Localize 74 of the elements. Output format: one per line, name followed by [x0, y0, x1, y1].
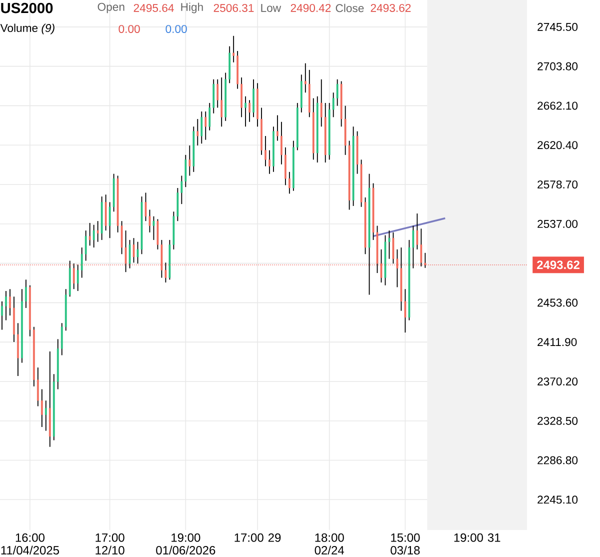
- candlestick: [304, 62, 306, 94]
- y-tick-label: 2578.70: [538, 180, 578, 189]
- candlestick: [1, 300, 3, 330]
- candlestick: [232, 35, 234, 63]
- ref-line-label: 2493.62: [537, 260, 580, 270]
- candlestick: [208, 102, 211, 131]
- y-tick-label: 2370.20: [538, 377, 578, 386]
- y-tick-label: 2620.40: [538, 141, 578, 150]
- annotation: High: [181, 2, 203, 14]
- candlestick: [244, 96, 246, 128]
- x-tick-label: 18:00 02/24: [314, 533, 344, 555]
- candlestick: [280, 121, 282, 165]
- candlestick: [5, 290, 7, 321]
- x-tick-label: 17:00 29: [234, 533, 281, 542]
- x-tick-label: 17:00 12/10: [96, 533, 124, 555]
- candlestick: [72, 263, 75, 290]
- annotation: Close: [336, 4, 364, 12]
- annotation: 0.00: [166, 24, 187, 33]
- candlestick: [336, 78, 338, 106]
- annotation: 2495.64: [134, 4, 174, 12]
- candlestick: [264, 136, 266, 167]
- annotation: 2490.42: [290, 4, 331, 12]
- candlestick: [9, 288, 11, 316]
- annotation: 2493.62: [370, 4, 411, 12]
- candlestick: [92, 224, 95, 248]
- x-tick-label: 19:00 31: [454, 533, 500, 542]
- candlestick: [392, 232, 394, 264]
- candlestick: [268, 150, 270, 174]
- candlestick: [320, 78, 322, 128]
- candlestick: [104, 194, 107, 231]
- candlestick: [144, 192, 147, 222]
- candlestick: [188, 145, 191, 176]
- y-tick-label: 2703.80: [538, 62, 578, 70]
- y-tick-label: 2286.80: [538, 456, 578, 464]
- candlestick: [420, 228, 422, 267]
- y-tick-label: 2537.00: [538, 220, 578, 228]
- candlestick: [40, 388, 43, 428]
- candlestick: [132, 238, 135, 264]
- annotation: Volume (9): [0, 24, 54, 34]
- candlestick: [284, 146, 286, 186]
- candlestick: [204, 111, 207, 140]
- y-tick-label: 2328.50: [538, 416, 578, 425]
- annotation: 2506.31: [214, 4, 254, 12]
- candlestick: [88, 222, 91, 246]
- candlestick: [212, 78, 215, 114]
- candlestick: [216, 78, 219, 108]
- candlestick: [252, 78, 254, 118]
- y-tick-label: 2245.10: [538, 496, 578, 504]
- candlestick: [248, 100, 250, 122]
- x-tick-label: 16:00 11/04/2025: [1, 533, 60, 555]
- x-tick-label: 15:00 03/18: [390, 533, 420, 555]
- annotation: 0.00: [118, 24, 140, 33]
- candlestick: [276, 114, 278, 142]
- candlestick: [17, 322, 19, 376]
- y-tick-label: 2745.50: [538, 22, 578, 31]
- chart-title: US2000: [1, 2, 53, 14]
- candlestick: [288, 171, 290, 194]
- y-tick-label: 2411.90: [538, 338, 577, 346]
- y-tick-label: 2662.10: [538, 102, 578, 110]
- candlestick: [25, 279, 27, 308]
- candlestick: [152, 216, 155, 240]
- candlestick: [37, 367, 39, 407]
- candlestick: [200, 111, 203, 144]
- candlestick: [96, 220, 99, 242]
- candlestick: [196, 118, 199, 146]
- candlestick: [128, 239, 131, 269]
- annotation: Low: [261, 4, 282, 12]
- x-tick-label: 19:00 01/06/2026: [156, 533, 216, 555]
- candlestick: [44, 400, 47, 432]
- candlestick: [60, 322, 63, 356]
- y-tick-label: 2453.60: [538, 298, 578, 307]
- annotation: Open: [98, 2, 124, 14]
- candlestick: [220, 76, 223, 128]
- candlestick: [240, 76, 242, 118]
